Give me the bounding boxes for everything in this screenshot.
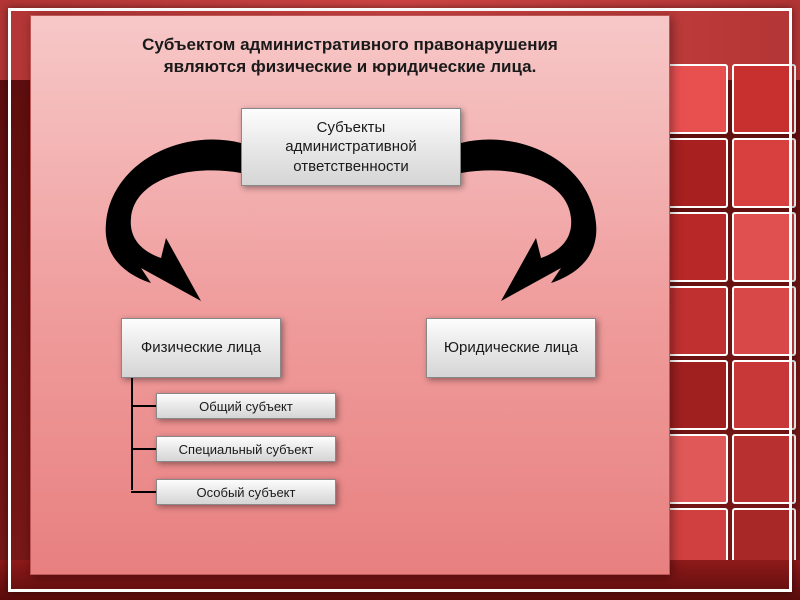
node-general-subject: Общий субъект (156, 393, 336, 419)
connector-h3 (131, 491, 156, 493)
connector-h2 (131, 448, 156, 450)
arrow-left (91, 123, 261, 308)
node-legal: Юридические лица (426, 318, 596, 378)
node-subjects-label: Субъекты административной ответственност… (252, 118, 450, 177)
node-particular-subject-label: Особый субъект (197, 485, 296, 500)
node-special-subject-label: Специальный субъект (179, 442, 314, 457)
title-line-1: Субъектом административного правонарушен… (61, 34, 639, 56)
connector-vertical (131, 378, 133, 490)
title-line-2: являются физические и юридические лица. (61, 56, 639, 78)
node-subjects: Субъекты административной ответственност… (241, 108, 461, 186)
connector-h1 (131, 405, 156, 407)
node-general-subject-label: Общий субъект (199, 399, 293, 414)
slide-title: Субъектом административного правонарушен… (31, 16, 669, 88)
node-legal-label: Юридические лица (444, 338, 578, 358)
main-panel: Субъектом административного правонарушен… (30, 15, 670, 575)
node-particular-subject: Особый субъект (156, 479, 336, 505)
node-physical: Физические лица (121, 318, 281, 378)
node-special-subject: Специальный субъект (156, 436, 336, 462)
diagram-area: Субъекты административной ответственност… (31, 88, 669, 556)
arrow-right (441, 123, 611, 308)
node-physical-label: Физические лица (141, 338, 261, 358)
